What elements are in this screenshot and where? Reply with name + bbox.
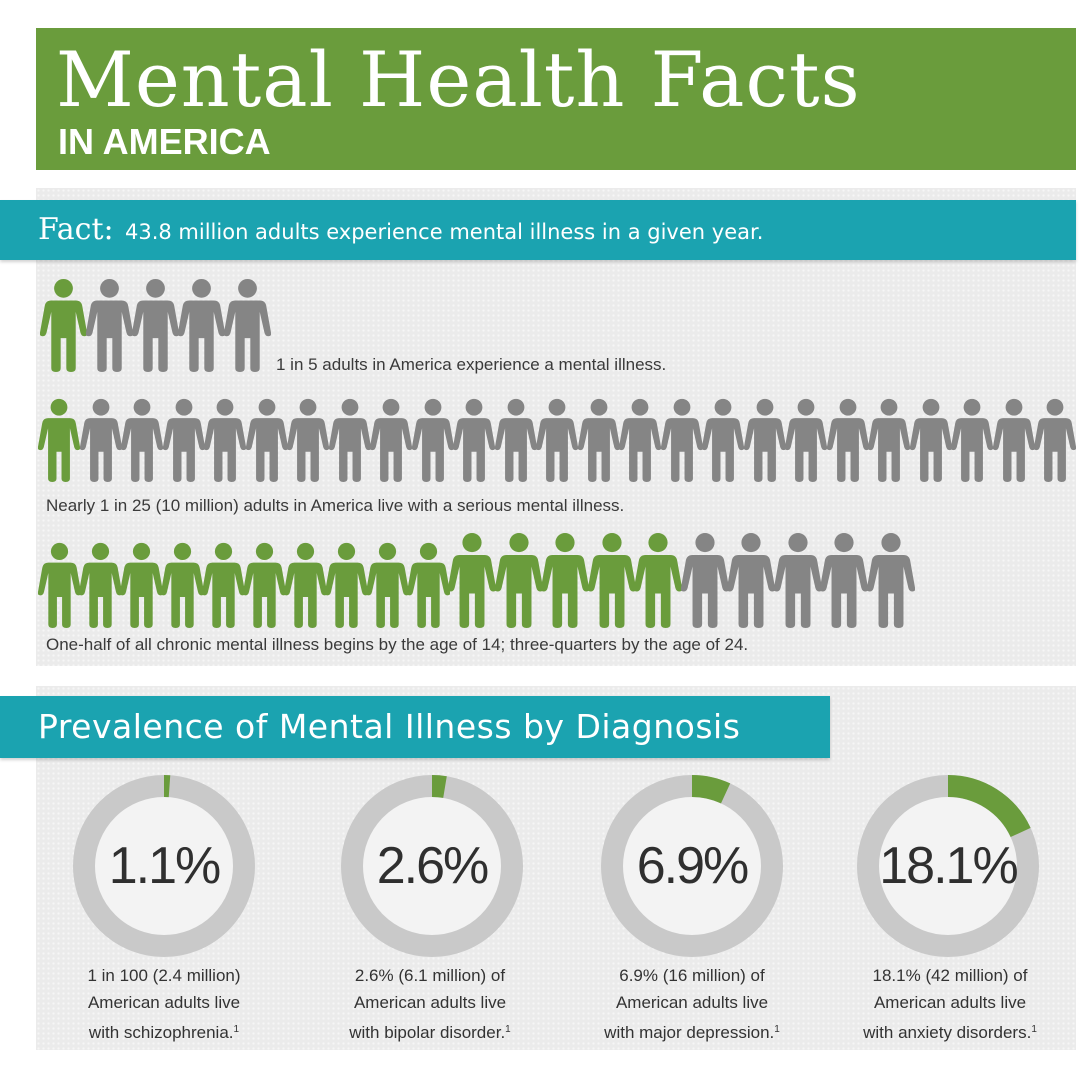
stat-line: American adults live [615, 993, 769, 1012]
stat-line-text: with schizophrenia. [88, 1023, 234, 1042]
stat-line: 1 in 100 (2.4 million) [87, 966, 241, 985]
fact-banner: Fact: 43.8 million adults experience men… [0, 200, 1076, 260]
stat-line: 2.6% (6.1 million) of [354, 966, 506, 985]
stat-line: American adults live [353, 993, 507, 1012]
prevalence-ring: 2.6% [337, 771, 527, 961]
stat-line: with bipolar disorder.1 [310, 1016, 550, 1046]
footnote-mark: 1 [505, 1024, 511, 1035]
ring-value: 6.9% [636, 837, 750, 895]
row-2-caption: Nearly 1 in 25 (10 million) adults in Am… [46, 496, 625, 515]
prevalence-ring: 18.1% [853, 771, 1043, 961]
row-3-caption: One-half of all chronic mental illness b… [46, 635, 749, 654]
stat-line: with anxiety disorders.1 [830, 1016, 1070, 1046]
ring-fill [73, 775, 255, 957]
fact-label: Fact: [38, 212, 114, 247]
prevalence-title: Prevalence of Mental Illness by Diagnosi… [38, 707, 741, 746]
stat-line: with schizophrenia.1 [44, 1016, 284, 1046]
stat-description: 18.1% (42 million) of American adults li… [830, 962, 1070, 1046]
stat-line-text: with bipolar disorder. [349, 1023, 506, 1042]
ring-fill [601, 775, 783, 957]
stat-line-text: with anxiety disorders. [863, 1023, 1032, 1042]
page-subtitle: IN AMERICA [58, 121, 271, 162]
prevalence-banner: Prevalence of Mental Illness by Diagnosi… [0, 696, 830, 758]
stat-description: 1 in 100 (2.4 million) American adults l… [44, 962, 284, 1046]
footnote-mark: 1 [233, 1024, 240, 1035]
stat-description: 2.6% (6.1 million) of American adults li… [310, 962, 550, 1046]
stat-line: American adults live [873, 993, 1027, 1012]
ring-fill [341, 775, 523, 957]
prevalence-ring: 6.9% [597, 771, 787, 961]
stat-line: 6.9% (16 million) of [619, 966, 765, 985]
stat-line: 18.1% (42 million) of [872, 966, 1028, 985]
ring-fill [857, 775, 1039, 957]
stat-description: 6.9% (16 million) of American adults liv… [572, 962, 812, 1046]
stat-line: American adults live [87, 993, 241, 1012]
stat-line-text: with major depression. [604, 1023, 775, 1042]
prevalence-ring: 1.1% [69, 771, 259, 961]
footnote-mark: 1 [1031, 1024, 1037, 1035]
ring-value: 1.1% [108, 837, 222, 895]
footnote-mark: 1 [774, 1024, 780, 1035]
row-1-caption: 1 in 5 adults in America experience a me… [276, 355, 667, 374]
fact-text: 43.8 million adults experience mental il… [125, 220, 764, 244]
page-title: Mental Health Facts [56, 35, 861, 124]
stat-line: with major depression.1 [572, 1016, 812, 1046]
ring-value: 18.1% [879, 837, 1018, 895]
ring-value: 2.6% [376, 837, 490, 895]
title-banner: Mental Health Facts IN AMERICA [36, 28, 1076, 170]
